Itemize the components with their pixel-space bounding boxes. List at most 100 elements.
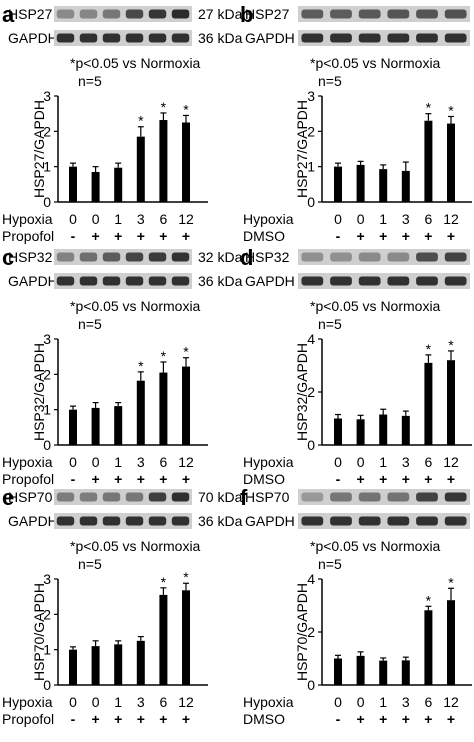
blot-band	[171, 33, 190, 43]
treatment-value: +	[424, 711, 432, 727]
blot-strip	[54, 30, 192, 46]
significance-note: *p<0.05 vs Normoxia	[70, 538, 201, 554]
row-label-treatment: DMSO	[243, 228, 285, 244]
blot-band	[148, 276, 167, 286]
y-tick-label: 0	[43, 194, 51, 210]
blot-label: HSP32	[245, 249, 290, 265]
bar	[69, 409, 77, 445]
blot-band	[102, 516, 121, 526]
bar	[182, 122, 190, 202]
blot-band	[416, 276, 438, 286]
bar	[356, 655, 365, 685]
bar	[401, 170, 410, 202]
blot-band	[330, 33, 352, 43]
blot-band	[301, 252, 324, 262]
blot-label: HSP27	[8, 6, 53, 22]
bar	[334, 166, 342, 202]
bar	[401, 415, 410, 445]
blot-band	[56, 33, 75, 43]
blot-band	[102, 276, 121, 286]
bar	[91, 171, 100, 202]
blot-band	[79, 33, 98, 43]
bar	[114, 406, 123, 445]
hypoxia-value: 6	[160, 211, 168, 227]
y-tick-label: 0	[307, 194, 315, 210]
blot-band	[148, 516, 167, 526]
blot-band	[102, 33, 121, 43]
hypoxia-value: 0	[69, 211, 77, 227]
blot-band	[56, 516, 75, 526]
treatment-value: -	[71, 228, 76, 244]
n-label: n=5	[78, 316, 102, 332]
blot-band	[444, 33, 467, 43]
blot-strip	[54, 489, 192, 505]
bar	[182, 366, 190, 445]
hypoxia-value: 1	[114, 454, 122, 470]
hypoxia-value: 1	[114, 694, 122, 710]
blot-band	[171, 492, 190, 502]
significance-star: *	[161, 99, 167, 115]
treatment-value: +	[182, 711, 190, 727]
hypoxia-value: 1	[379, 694, 387, 710]
y-tick-label: 0	[307, 677, 315, 693]
y-tick-label: 2	[43, 366, 51, 382]
blot-label: GAPDH	[8, 513, 58, 529]
bar	[356, 164, 365, 202]
blot-label: GAPDH	[245, 513, 295, 529]
significance-star: *	[138, 113, 144, 129]
blot-band	[56, 9, 75, 19]
hypoxia-value: 0	[357, 454, 365, 470]
blot-band	[301, 516, 324, 526]
row-label-treatment: DMSO	[243, 711, 285, 727]
hypoxia-value: 3	[137, 211, 145, 227]
treatment-value: -	[336, 228, 341, 244]
hypoxia-value: 6	[425, 211, 433, 227]
blot-band	[79, 252, 98, 262]
blot-band	[444, 492, 467, 502]
hypoxia-value: 0	[357, 211, 365, 227]
blot-band	[416, 492, 438, 502]
bar	[424, 362, 433, 445]
blot-band	[358, 516, 381, 526]
n-label: n=5	[78, 73, 102, 89]
blot-strip	[54, 249, 192, 265]
blot-band	[148, 252, 167, 262]
kda-label: 36 kDa	[198, 273, 243, 289]
significance-star: *	[426, 592, 432, 608]
treatment-value: +	[114, 471, 122, 487]
bar	[379, 660, 388, 685]
y-tick-label: 2	[43, 606, 51, 622]
hypoxia-value: 12	[178, 454, 194, 470]
y-tick-label: 0	[43, 677, 51, 693]
hypoxia-value: 1	[379, 211, 387, 227]
n-label: n=5	[78, 556, 102, 572]
y-tick-label: 2	[43, 123, 51, 139]
blot-band	[330, 276, 352, 286]
hypoxia-value: 1	[379, 454, 387, 470]
blot-band	[171, 516, 190, 526]
treatment-value: +	[114, 228, 122, 244]
blot-band	[125, 9, 144, 19]
blot-strip	[54, 273, 192, 289]
hypoxia-value: 0	[92, 454, 100, 470]
bar	[401, 660, 410, 685]
bar	[379, 414, 388, 445]
blot-band	[125, 492, 144, 502]
row-label-hypoxia: Hypoxia	[243, 211, 294, 227]
significance-star: *	[183, 101, 189, 117]
bar	[447, 600, 455, 685]
blot-label: GAPDH	[245, 30, 295, 46]
treatment-value: +	[447, 471, 455, 487]
hypoxia-value: 0	[357, 694, 365, 710]
blot-band	[79, 276, 98, 286]
hypoxia-value: 12	[443, 454, 459, 470]
treatment-value: -	[336, 471, 341, 487]
blot-band	[358, 9, 381, 19]
hypoxia-value: 12	[178, 211, 194, 227]
panel-letter: d	[240, 245, 253, 270]
treatment-value: +	[402, 471, 410, 487]
bar	[424, 610, 433, 685]
blot-band	[387, 9, 410, 19]
